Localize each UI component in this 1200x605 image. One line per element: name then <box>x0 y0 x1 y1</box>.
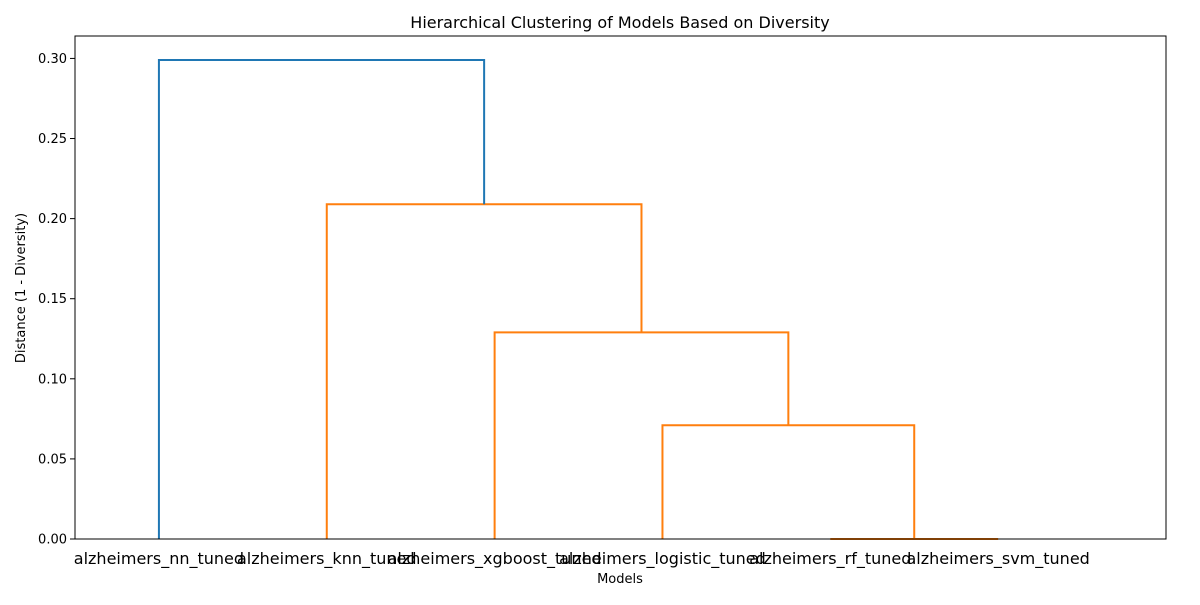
leaf-label: alzheimers_knn_tuned <box>237 549 417 569</box>
leaf-label: alzheimers_xgboost_tuned <box>388 549 602 569</box>
dendrogram-link <box>157 59 486 539</box>
leaf-label: alzheimers_nn_tuned <box>74 549 244 569</box>
y-tick-label: 0.00 <box>38 533 67 548</box>
leaf-label: alzheimers_logistic_tuned <box>559 549 766 569</box>
dendrogram-link <box>661 424 916 539</box>
leaf-label: alzheimers_rf_tuned <box>749 549 911 569</box>
y-tick-label: 0.15 <box>38 292 67 307</box>
y-tick-label: 0.30 <box>38 52 67 67</box>
y-axis-label: Distance (1 - Diversity) <box>14 213 29 363</box>
y-tick-label: 0.05 <box>38 452 67 467</box>
dendrogram-link <box>493 331 790 539</box>
plot-frame <box>74 35 1167 540</box>
chart-title: Hierarchical Clustering of Models Based … <box>410 13 829 32</box>
x-axis-label: Models <box>597 572 643 587</box>
dendrogram-link <box>325 203 643 539</box>
leaf-label: alzheimers_svm_tuned <box>906 549 1089 569</box>
y-tick-label: 0.20 <box>38 212 67 227</box>
y-tick-label: 0.10 <box>38 372 67 387</box>
dendrogram-links <box>157 59 999 540</box>
leaf-labels: alzheimers_nn_tunedalzheimers_knn_tuneda… <box>74 549 1090 569</box>
y-axis: 0.00 0.05 0.10 0.15 0.20 0.25 0.30 <box>38 52 75 548</box>
y-tick-label: 0.25 <box>38 132 67 147</box>
